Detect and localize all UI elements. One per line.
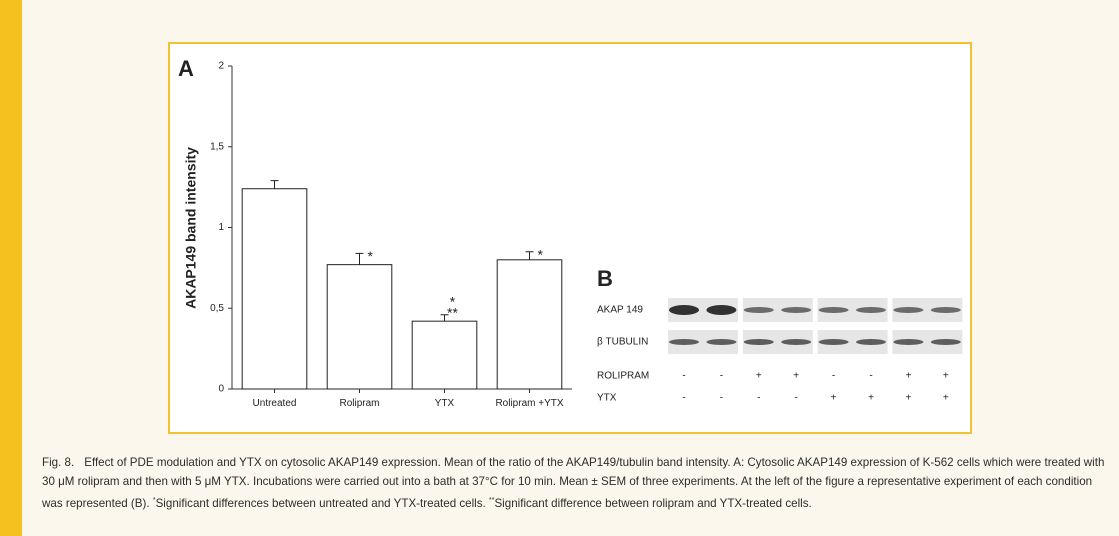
bar xyxy=(497,260,562,389)
blot-band xyxy=(669,339,699,345)
blot-band xyxy=(781,339,811,345)
caption-label: Fig. 8. xyxy=(42,456,74,469)
blot-band xyxy=(856,307,886,313)
y-tick-label: 0,5 xyxy=(210,303,224,314)
blot-band xyxy=(744,339,774,345)
blot-band xyxy=(931,339,961,345)
condition-label: YTX xyxy=(597,393,617,404)
significance-mark: * xyxy=(538,246,544,262)
significance-mark: * xyxy=(368,248,374,264)
significance-mark: ** xyxy=(447,304,458,320)
condition-sign: + xyxy=(831,393,837,404)
page: A AKAP149 band intensity B 00,511,52****… xyxy=(0,0,1119,536)
panel-label: A xyxy=(178,56,194,81)
condition-sign: - xyxy=(757,393,760,404)
blot-band xyxy=(931,307,961,313)
y-axis-label: AKAP149 band intensity xyxy=(183,147,199,309)
blot-band xyxy=(856,339,886,345)
blot-band xyxy=(706,339,736,345)
bar xyxy=(327,265,392,389)
x-tick-label: Rolipram xyxy=(320,398,400,409)
x-tick-label: Untreated xyxy=(235,398,315,409)
y-tick-label: 2 xyxy=(218,61,224,72)
blot-band xyxy=(706,305,736,315)
error-bar xyxy=(526,252,534,260)
blot-row-label: AKAP 149 xyxy=(597,305,643,316)
y-tick-label: 1 xyxy=(218,222,224,233)
blot-band xyxy=(781,307,811,313)
error-bar xyxy=(271,181,279,189)
x-tick-label: YTX xyxy=(405,398,485,409)
condition-sign: + xyxy=(943,371,949,382)
condition-sign: + xyxy=(905,393,911,404)
condition-sign: + xyxy=(868,393,874,404)
blot-band xyxy=(669,305,699,315)
condition-sign: + xyxy=(793,371,799,382)
bar xyxy=(242,189,307,389)
blot-band xyxy=(893,307,923,313)
blot-band xyxy=(819,307,849,313)
blot-band xyxy=(893,339,923,345)
error-bar xyxy=(356,253,364,264)
condition-label: ROLIPRAM xyxy=(597,371,649,382)
y-tick-label: 1,5 xyxy=(210,141,224,152)
condition-sign: + xyxy=(943,393,949,404)
condition-sign: + xyxy=(756,371,762,382)
condition-sign: - xyxy=(832,371,835,382)
y-tick-label: 0 xyxy=(218,384,224,395)
condition-sign: + xyxy=(905,371,911,382)
condition-sign: - xyxy=(682,371,685,382)
blot-panel-label: B xyxy=(597,266,613,291)
condition-sign: - xyxy=(720,371,723,382)
condition-sign: - xyxy=(720,393,723,404)
blot-band xyxy=(744,307,774,313)
condition-sign: - xyxy=(869,371,872,382)
caption: Fig. 8.Effect of PDE modulation and YTX … xyxy=(42,453,1114,513)
caption-text: Significant difference between rolipram … xyxy=(494,497,811,510)
condition-sign: - xyxy=(682,393,685,404)
caption-text: Significant differences between untreate… xyxy=(156,497,489,510)
condition-sign: - xyxy=(795,393,798,404)
blot-band xyxy=(819,339,849,345)
bar xyxy=(412,321,477,389)
blot-row-label: β TUBULIN xyxy=(597,337,648,348)
x-tick-label: Rolipram +YTX xyxy=(490,398,570,409)
